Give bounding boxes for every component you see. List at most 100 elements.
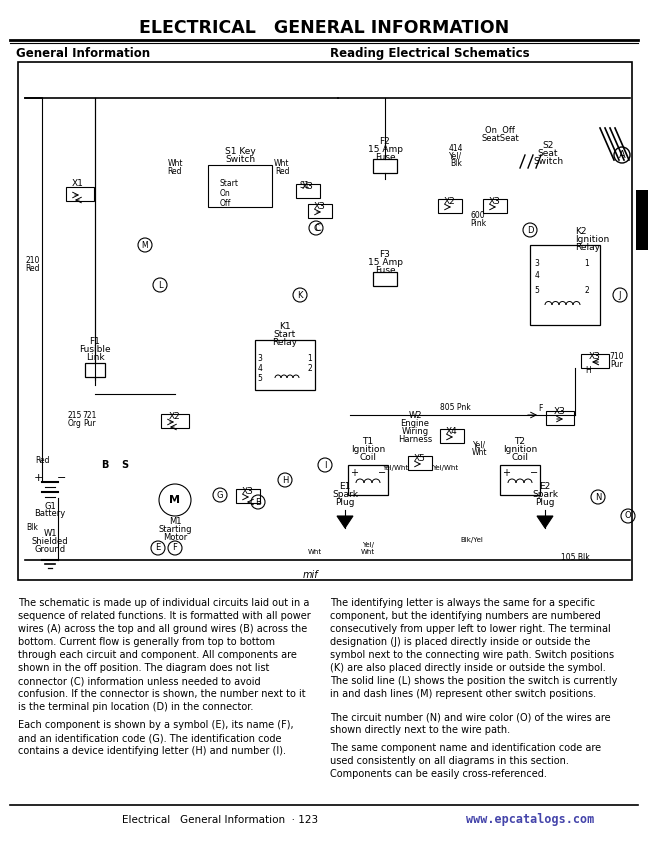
Text: Coil: Coil: [360, 453, 376, 461]
Polygon shape: [337, 516, 353, 528]
Text: ELECTRICAL   GENERAL INFORMATION: ELECTRICAL GENERAL INFORMATION: [139, 19, 509, 37]
Text: Switch: Switch: [533, 157, 563, 165]
Bar: [296, 184, 320, 198]
Text: L: L: [157, 281, 162, 289]
Text: X1: X1: [72, 179, 84, 187]
Text: 4: 4: [535, 270, 539, 280]
Text: Fuse: Fuse: [375, 152, 395, 162]
Text: Yel/: Yel/: [450, 152, 463, 161]
Text: F: F: [172, 544, 178, 552]
Text: Pur: Pur: [610, 360, 623, 368]
Text: Start: Start: [220, 179, 239, 187]
Text: −: −: [378, 468, 386, 478]
Text: Wht: Wht: [472, 448, 488, 456]
Text: Relay: Relay: [575, 242, 600, 252]
Text: On: On: [220, 188, 231, 198]
Text: Battery: Battery: [34, 509, 65, 519]
Bar: [208, 165, 272, 207]
Text: 2: 2: [584, 286, 590, 294]
Text: Yel/: Yel/: [362, 542, 374, 548]
Text: Ignition: Ignition: [575, 235, 609, 243]
Text: 710: 710: [610, 352, 624, 360]
Text: 805 Pnk: 805 Pnk: [439, 402, 470, 412]
Text: Fusible: Fusible: [79, 344, 111, 354]
Polygon shape: [537, 516, 553, 528]
Text: T1: T1: [362, 437, 373, 445]
Text: On  Off: On Off: [485, 126, 515, 134]
Text: General Information: General Information: [16, 46, 150, 60]
Text: Red: Red: [26, 264, 40, 272]
Text: Red: Red: [168, 167, 182, 175]
Text: S: S: [121, 460, 128, 470]
Text: −: −: [57, 473, 67, 483]
Text: Reading Electrical Schematics: Reading Electrical Schematics: [330, 46, 529, 60]
Text: H: H: [585, 366, 591, 375]
Text: 15 Amp: 15 Amp: [367, 258, 402, 266]
Text: 4: 4: [257, 364, 262, 372]
Text: +: +: [502, 468, 510, 478]
Text: Shielded: Shielded: [32, 538, 68, 546]
Text: F3: F3: [380, 249, 391, 259]
Text: Ignition: Ignition: [503, 444, 537, 454]
Text: B: B: [101, 460, 109, 470]
Text: F2: F2: [380, 136, 390, 146]
Text: Yel/Wht: Yel/Wht: [432, 465, 458, 471]
Text: X2: X2: [169, 412, 181, 420]
Bar: [161, 414, 189, 428]
Text: C: C: [315, 223, 321, 233]
Text: F: F: [538, 403, 542, 413]
Text: Fuse: Fuse: [375, 265, 395, 275]
Text: C: C: [313, 223, 319, 233]
Text: K: K: [297, 290, 303, 300]
Text: W2: W2: [408, 411, 422, 419]
Text: 3: 3: [535, 259, 539, 268]
Text: F1: F1: [89, 336, 100, 346]
Text: Starting: Starting: [158, 526, 192, 534]
Text: 210: 210: [26, 255, 40, 265]
Text: E: E: [156, 544, 161, 552]
Text: E2: E2: [539, 482, 551, 490]
Text: X3: X3: [314, 201, 326, 211]
Text: Wht: Wht: [361, 549, 375, 555]
Bar: [19, 63, 631, 579]
Text: 600: 600: [470, 211, 485, 219]
Text: 15 Amp: 15 Amp: [367, 145, 402, 153]
Text: Wiring: Wiring: [402, 426, 428, 436]
Bar: [530, 245, 600, 325]
Text: 721: 721: [83, 411, 97, 419]
Text: 2: 2: [308, 364, 312, 372]
Text: M: M: [142, 241, 148, 249]
Text: Pink: Pink: [470, 218, 486, 228]
Text: Coil: Coil: [511, 453, 529, 461]
Text: The schematic is made up of individual circuits laid out in a
sequence of relate: The schematic is made up of individual c…: [18, 598, 311, 712]
Text: Plug: Plug: [335, 497, 354, 507]
Text: +: +: [350, 468, 358, 478]
Text: A: A: [619, 150, 625, 160]
Text: 3: 3: [257, 354, 262, 362]
Text: M: M: [170, 495, 181, 505]
Text: X3: X3: [242, 486, 254, 496]
Bar: [408, 456, 432, 470]
Bar: [348, 465, 388, 495]
Text: K2: K2: [575, 227, 586, 235]
Bar: [66, 187, 94, 201]
Bar: [308, 204, 332, 218]
Text: Pur: Pur: [84, 419, 97, 427]
Bar: [85, 363, 105, 377]
Bar: [373, 272, 397, 286]
Text: J: J: [619, 290, 621, 300]
Text: 1: 1: [584, 259, 590, 268]
Text: X3: X3: [589, 352, 601, 360]
Text: 1: 1: [308, 354, 312, 362]
Text: X5: X5: [414, 454, 426, 462]
Text: Ignition: Ignition: [351, 444, 385, 454]
Text: O: O: [625, 512, 631, 520]
Text: S1 Key: S1 Key: [225, 146, 255, 156]
Text: 215: 215: [68, 411, 82, 419]
Bar: [440, 429, 464, 443]
Bar: [236, 489, 260, 503]
Text: Link: Link: [86, 353, 104, 361]
Text: Spark: Spark: [332, 490, 358, 498]
Text: D: D: [527, 225, 533, 235]
Text: 414: 414: [449, 144, 463, 152]
